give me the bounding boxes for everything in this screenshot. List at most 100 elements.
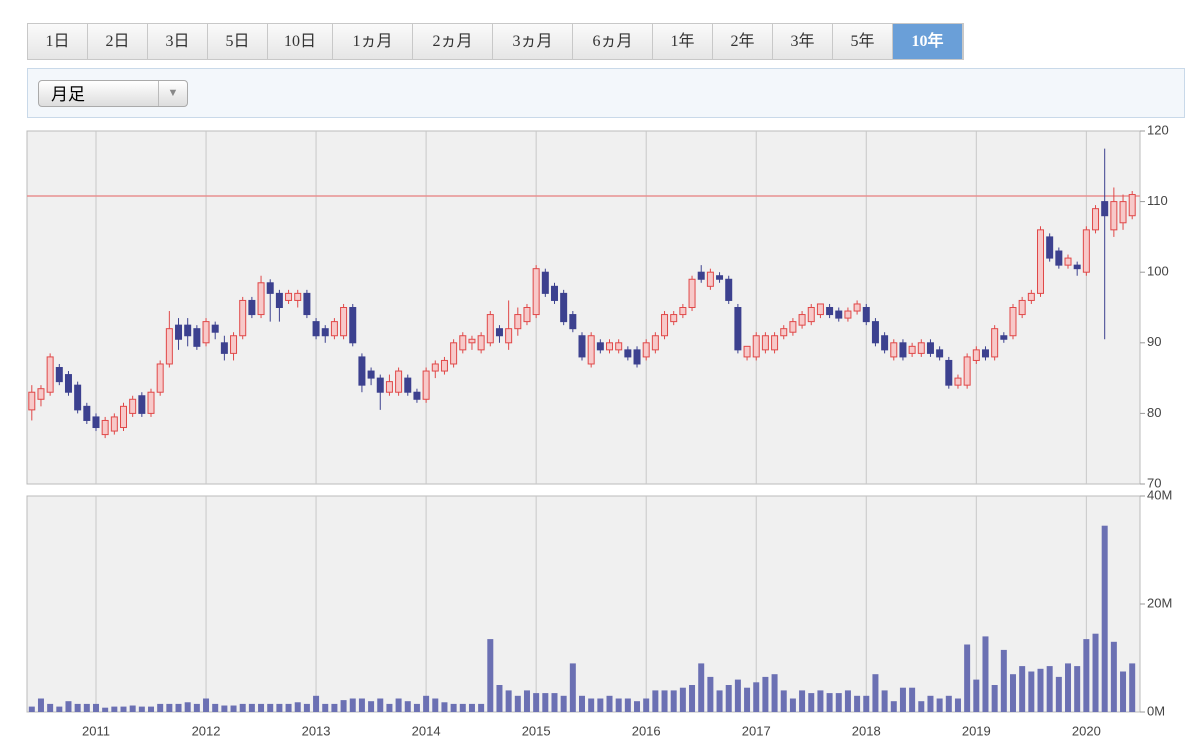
volume-bar [835, 693, 842, 712]
candle-body [220, 342, 228, 354]
y-tick-label: 20M [1147, 595, 1172, 610]
volume-bar [909, 687, 916, 712]
candle-body [991, 328, 999, 358]
candle-body [495, 328, 503, 337]
period-tab[interactable]: 1ヵ月 [333, 24, 413, 59]
volume-bar [588, 698, 595, 712]
candle-body [697, 271, 705, 280]
period-tab[interactable]: 10日 [268, 24, 333, 59]
volume-bar [184, 702, 191, 712]
volume-bar [954, 698, 961, 712]
volume-bar [982, 636, 989, 712]
volume-bar [230, 705, 237, 712]
candle-body [523, 307, 531, 323]
candle-body [147, 391, 155, 414]
volume-bar [679, 687, 686, 712]
volume-bar [789, 698, 796, 712]
candle-body [202, 321, 210, 344]
candle-body [28, 391, 36, 411]
candle-body [303, 292, 311, 316]
candle-body [908, 345, 916, 354]
x-tick-label: 2017 [742, 723, 771, 738]
x-tick-label: 2011 [82, 723, 110, 738]
volume-bar [560, 695, 567, 712]
volume-bar [28, 706, 35, 712]
candle-body [1092, 208, 1100, 231]
candle-body [890, 342, 898, 358]
candle-body [550, 285, 558, 301]
candle-body [505, 328, 513, 344]
candle-body [761, 335, 769, 351]
period-tab[interactable]: 1日 [28, 24, 88, 59]
x-tick-label: 2014 [412, 723, 441, 738]
toolbar: 月足 ▼ [27, 68, 1185, 118]
candle-body [541, 271, 549, 294]
candle-body [230, 335, 238, 354]
period-tab[interactable]: 5年 [833, 24, 893, 59]
candle-body [340, 307, 348, 337]
candle-body [468, 338, 476, 344]
candle-body [101, 419, 109, 436]
period-tab[interactable]: 3日 [148, 24, 208, 59]
volume-bar [863, 695, 870, 712]
x-tick-label: 2019 [962, 723, 991, 738]
candle-body [413, 391, 421, 400]
volume-bar [964, 644, 971, 712]
candle-body [1027, 292, 1035, 301]
candle-body [981, 349, 989, 358]
candle-body [560, 292, 568, 323]
candle-body [431, 363, 439, 372]
candle-body [120, 405, 127, 429]
candle-body [624, 349, 632, 358]
candle-body [1009, 307, 1017, 337]
volume-bar [1009, 674, 1016, 712]
interval-select[interactable]: 月足 ▼ [38, 80, 188, 107]
candle-body [367, 370, 375, 379]
period-tab[interactable]: 2年 [713, 24, 773, 59]
volume-bar [744, 687, 751, 712]
volume-bar [74, 703, 81, 712]
candle-body [651, 335, 659, 351]
period-tab[interactable]: 2ヵ月 [413, 24, 493, 59]
period-tab[interactable]: 2日 [88, 24, 148, 59]
volume-bar [771, 674, 778, 712]
volume-bar [102, 707, 109, 712]
volume-bar [138, 706, 145, 712]
volume-bar [899, 687, 906, 712]
candle-body [972, 349, 980, 361]
candle-body [853, 303, 861, 312]
candle-body [450, 342, 458, 365]
volume-bar [166, 703, 173, 712]
candle-body [844, 310, 852, 319]
volume-bar [505, 690, 512, 712]
period-tab[interactable]: 5日 [208, 24, 268, 59]
y-tick-label: 90 [1147, 334, 1161, 349]
volume-bar [423, 695, 430, 712]
volume-bar [661, 690, 668, 712]
volume-bar [927, 695, 934, 712]
candle-body [175, 324, 183, 340]
period-tab[interactable]: 3年 [773, 24, 833, 59]
volume-bar [808, 693, 815, 712]
volume-bar [652, 690, 659, 712]
volume-bar [358, 698, 365, 712]
candle-body [294, 292, 302, 301]
period-tab[interactable]: 3ヵ月 [493, 24, 573, 59]
candle-body [862, 307, 870, 323]
candle-body [330, 321, 338, 337]
volume-bar [47, 703, 54, 712]
candle-body [716, 275, 724, 280]
candle-body [661, 314, 669, 337]
volume-bar [203, 698, 210, 712]
volume-bar [487, 639, 494, 712]
volume-bar [698, 663, 705, 712]
y-tick-label: 110 [1147, 193, 1168, 208]
volume-bar [294, 702, 301, 712]
period-tab[interactable]: 1年 [653, 24, 713, 59]
period-tab[interactable]: 10年 [893, 24, 963, 59]
volume-bar [1019, 666, 1026, 712]
candle-body [578, 335, 586, 358]
period-tab[interactable]: 6ヵ月 [573, 24, 653, 59]
price-panel [26, 130, 1141, 485]
